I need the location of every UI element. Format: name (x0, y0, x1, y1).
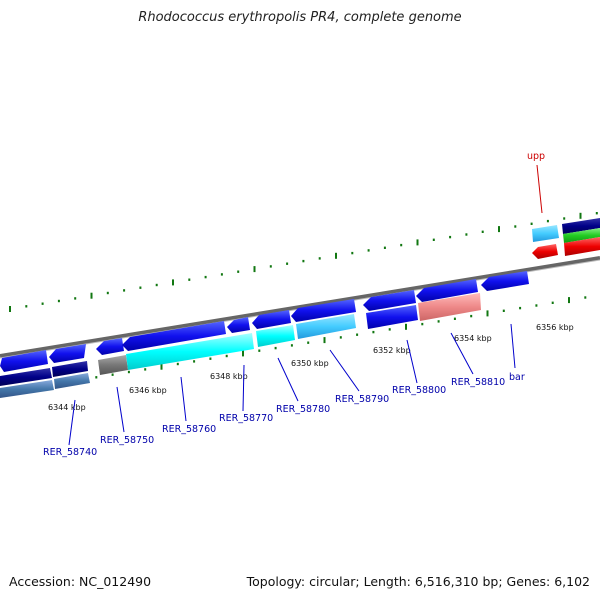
upper-tick-track (9, 212, 598, 312)
accession-text: Accession: NC_012490 (9, 574, 152, 589)
gene-block (54, 373, 90, 389)
gene-arrow (227, 317, 250, 333)
tick-label: 6356 kbp (536, 323, 574, 332)
gene-label-rer-58760: RER_58760 (162, 424, 216, 435)
tick-label: 6352 kbp (373, 346, 411, 355)
tick-label: 6350 kbp (291, 359, 329, 368)
gene-labels: RER_58740 RER_58750 RER_58760 RER_58770 … (43, 151, 545, 458)
topology-text: Topology: circular; Length: 6,516,310 bp… (246, 574, 590, 589)
gene-track-upper-1 (0, 271, 529, 372)
tick-label: 6354 kbp (454, 334, 492, 343)
tick-label: 6348 kbp (210, 372, 248, 381)
gene-label-bar: bar (509, 372, 525, 383)
gene-arrow (532, 244, 558, 259)
gene-block (52, 361, 88, 377)
scale-labels: 6344 kbp 6346 kbp 6348 kbp 6350 kbp 6352… (48, 323, 574, 412)
gene-block (126, 333, 254, 370)
gene-label-rer-58770: RER_58770 (219, 413, 273, 424)
gene-block (563, 228, 600, 243)
gene-block (98, 355, 128, 375)
gene-arrow (416, 279, 478, 302)
gene-arrow (122, 321, 226, 351)
gene-block (562, 218, 600, 234)
tick-label: 6344 kbp (48, 403, 86, 412)
gene-block (296, 314, 356, 339)
tick-label: 6346 kbp (129, 386, 167, 395)
upp-leader-line (536, 164, 543, 214)
gene-block (532, 225, 559, 242)
gene-label-rer-58810: RER_58810 (451, 377, 505, 388)
gene-label-rer-58790: RER_58790 (335, 394, 389, 405)
gene-label-rer-58750: RER_58750 (100, 435, 154, 446)
gene-label-rer-58800: RER_58800 (392, 385, 446, 396)
gene-track-right (532, 218, 600, 259)
gene-block (564, 237, 600, 256)
gene-leader-lines (68, 323, 516, 446)
gene-arrow (363, 290, 416, 311)
gene-arrow (49, 344, 86, 363)
gene-arrow (481, 271, 529, 291)
genome-title: Rhodococcus erythropolis PR4, complete g… (138, 10, 462, 25)
gene-arrow (291, 299, 356, 322)
gene-block (0, 380, 54, 398)
gene-arrow (96, 338, 124, 355)
gene-block (0, 368, 52, 386)
gene-label-upp: upp (527, 151, 545, 162)
gene-block (256, 325, 295, 347)
gene-block (418, 293, 481, 321)
gene-arrow (0, 350, 48, 372)
gene-block (366, 305, 418, 329)
gene-label-rer-58780: RER_58780 (276, 404, 330, 415)
gene-label-rer-58740: RER_58740 (43, 447, 97, 458)
gene-track-lower-1 (0, 293, 481, 398)
gene-arrow (252, 310, 291, 329)
